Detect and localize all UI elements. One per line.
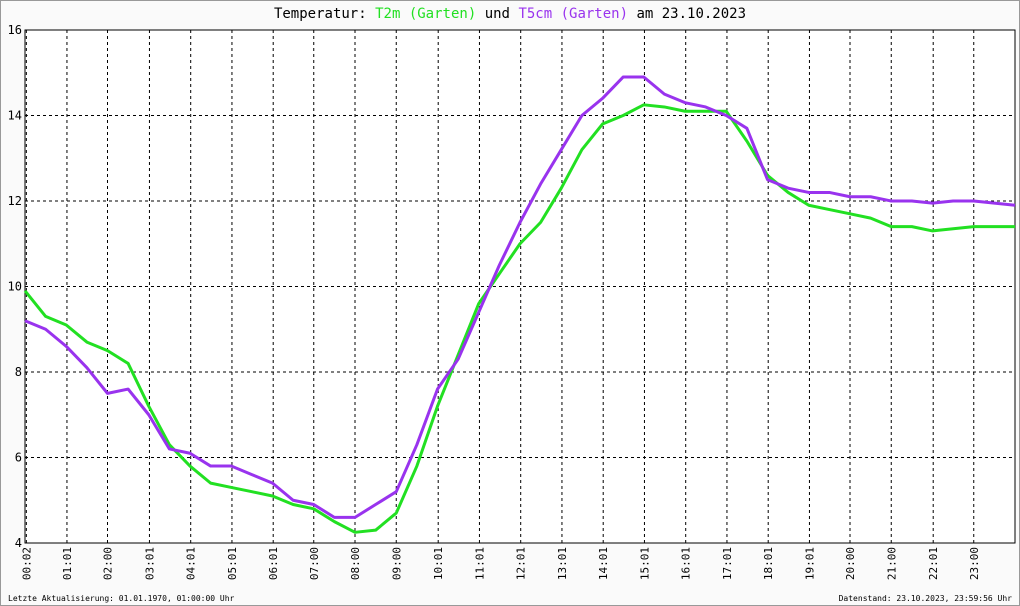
chart-title: Temperatur: T2m (Garten) und T5cm (Garte…	[274, 6, 746, 22]
y-tick-label: 14	[8, 109, 22, 123]
series-line	[23, 103, 1015, 534]
x-tick-label: 20:00	[844, 547, 857, 580]
x-tick-label: 17:01	[721, 547, 734, 580]
x-tick-label: 18:01	[762, 547, 775, 580]
x-tick-label: 00:02	[20, 547, 33, 580]
x-tick-label: 07:00	[308, 547, 321, 580]
legend-entry: T2m (Garten)	[375, 6, 476, 22]
series-line	[24, 75, 1016, 519]
title-prefix: Temperatur:	[274, 6, 367, 22]
footer-left: Letzte Aktualisierung: 01.01.1970, 01:00…	[8, 594, 235, 603]
x-tick-label: 16:01	[680, 547, 693, 580]
y-tick-label: 4	[15, 536, 22, 550]
x-tick-label: 05:01	[226, 547, 239, 580]
x-tick-label: 22:01	[927, 547, 940, 580]
x-tick-label: 21:00	[885, 547, 898, 580]
x-tick-label: 03:01	[143, 547, 156, 580]
x-tick-label: 10:01	[432, 547, 445, 580]
footer-right: Datenstand: 23.10.2023, 23:59:56 Uhr	[839, 594, 1013, 603]
x-tick-label: 06:01	[267, 547, 280, 580]
x-tick-label: 12:01	[515, 547, 528, 580]
x-tick-label: 02:00	[102, 547, 115, 580]
title-joiner: und	[485, 6, 510, 22]
x-tick-label: 04:01	[185, 547, 198, 580]
y-tick-label: 16	[8, 23, 22, 37]
y-tick-label: 10	[8, 280, 22, 294]
title-suffix: am 23.10.2023	[636, 6, 746, 22]
x-tick-label: 11:01	[473, 547, 486, 580]
y-tick-label: 6	[15, 451, 22, 465]
x-tick-label: 13:01	[556, 547, 569, 580]
x-tick-label: 23:00	[968, 547, 981, 580]
x-tick-label: 14:01	[597, 547, 610, 580]
x-tick-label: 08:00	[349, 547, 362, 580]
x-tick-label: 09:00	[390, 547, 403, 580]
x-tick-label: 15:01	[638, 547, 651, 580]
y-tick-label: 8	[15, 365, 22, 379]
x-tick-label: 01:01	[61, 547, 74, 580]
y-tick-label: 12	[8, 194, 22, 208]
x-tick-label: 19:01	[803, 547, 816, 580]
legend-entry: T5cm (Garten)	[518, 6, 628, 22]
